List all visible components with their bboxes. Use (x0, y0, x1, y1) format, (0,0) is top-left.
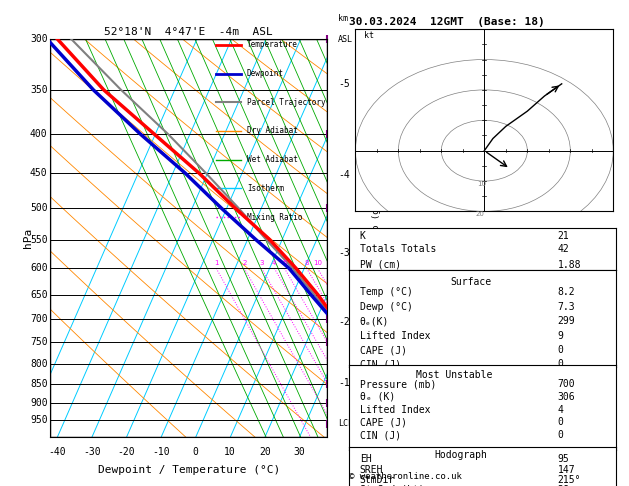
Text: 215°: 215° (558, 475, 581, 486)
Text: ASL: ASL (338, 35, 353, 44)
Text: 4: 4 (272, 260, 277, 266)
Text: Mixing Ratio: Mixing Ratio (247, 212, 303, 222)
Text: Isotherm: Isotherm (247, 184, 284, 193)
Text: 8.2: 8.2 (558, 287, 576, 297)
Text: 147: 147 (558, 465, 576, 475)
Text: 2: 2 (242, 260, 247, 266)
Text: 42: 42 (558, 244, 569, 254)
Text: CAPE (J): CAPE (J) (360, 417, 407, 427)
Text: Lifted Index: Lifted Index (360, 331, 430, 341)
Text: Lifted Index: Lifted Index (360, 404, 430, 415)
Text: 26: 26 (558, 485, 569, 486)
Text: 800: 800 (30, 359, 48, 368)
Text: -5: -5 (338, 79, 350, 89)
Text: CAPE (J): CAPE (J) (360, 346, 407, 355)
Text: -20: -20 (118, 447, 135, 457)
Text: 10: 10 (477, 181, 487, 187)
Text: 4: 4 (558, 404, 564, 415)
Text: Dewp (°C): Dewp (°C) (360, 302, 413, 312)
Text: 7.3: 7.3 (558, 302, 576, 312)
Text: Hodograph: Hodograph (435, 450, 487, 460)
Text: PW (cm): PW (cm) (360, 260, 401, 270)
Text: 600: 600 (30, 263, 48, 273)
Text: kt: kt (364, 31, 374, 40)
Text: Wet Adiabat: Wet Adiabat (247, 155, 298, 164)
Text: 20: 20 (476, 211, 484, 217)
Text: 299: 299 (558, 316, 576, 326)
Text: 30.03.2024  12GMT  (Base: 18): 30.03.2024 12GMT (Base: 18) (349, 17, 545, 27)
Text: Dewpoint / Temperature (°C): Dewpoint / Temperature (°C) (97, 465, 280, 475)
Text: θₑ(K): θₑ(K) (360, 316, 389, 326)
Text: hPa: hPa (23, 228, 33, 248)
Text: 700: 700 (30, 314, 48, 324)
Text: 850: 850 (30, 379, 48, 389)
Text: Surface: Surface (450, 277, 492, 287)
Text: 30: 30 (474, 242, 482, 248)
Text: 1: 1 (214, 260, 218, 266)
Text: 0: 0 (558, 417, 564, 427)
Text: 0: 0 (558, 359, 564, 369)
Text: -40: -40 (48, 447, 66, 457)
Text: -3: -3 (338, 248, 350, 258)
Text: 550: 550 (30, 235, 48, 244)
Text: 10: 10 (225, 447, 236, 457)
Text: 900: 900 (30, 398, 48, 408)
Text: Pressure (mb): Pressure (mb) (360, 379, 436, 389)
Text: Dry Adiabat: Dry Adiabat (247, 126, 298, 136)
Text: SREH: SREH (360, 465, 383, 475)
Text: Temp (°C): Temp (°C) (360, 287, 413, 297)
Text: 3: 3 (259, 260, 264, 266)
Text: 8: 8 (304, 260, 309, 266)
Text: 500: 500 (30, 203, 48, 213)
Text: 0: 0 (558, 430, 564, 440)
Text: 650: 650 (30, 290, 48, 300)
Text: 10: 10 (313, 260, 322, 266)
Text: 95: 95 (558, 454, 569, 464)
Text: -4: -4 (338, 170, 350, 180)
Text: StmSpd (kt): StmSpd (kt) (360, 485, 425, 486)
Text: θₑ (K): θₑ (K) (360, 392, 395, 402)
Text: 9: 9 (558, 331, 564, 341)
Text: -2: -2 (338, 317, 350, 327)
Text: 350: 350 (30, 85, 48, 95)
Text: 750: 750 (30, 337, 48, 347)
Text: 950: 950 (30, 416, 48, 425)
Text: Temperature: Temperature (247, 40, 298, 50)
Text: 20: 20 (259, 447, 270, 457)
Text: StmDir: StmDir (360, 475, 395, 486)
Text: EH: EH (360, 454, 372, 464)
Text: 1.88: 1.88 (558, 260, 581, 270)
Text: -30: -30 (83, 447, 101, 457)
Text: © weatheronline.co.uk: © weatheronline.co.uk (349, 472, 462, 481)
Text: 400: 400 (30, 129, 48, 139)
Text: 30: 30 (294, 447, 305, 457)
Text: km: km (338, 14, 348, 23)
Text: Parcel Trajectory: Parcel Trajectory (247, 98, 325, 107)
Title: 52°18'N  4°47'E  -4m  ASL: 52°18'N 4°47'E -4m ASL (104, 27, 273, 37)
Text: 700: 700 (558, 379, 576, 389)
Text: Mixing Ratio (g/kg): Mixing Ratio (g/kg) (372, 187, 381, 289)
Text: 300: 300 (30, 34, 48, 44)
Text: -10: -10 (152, 447, 170, 457)
Text: K: K (360, 231, 365, 241)
Text: 450: 450 (30, 168, 48, 178)
Text: 0: 0 (558, 346, 564, 355)
Text: -1: -1 (338, 378, 350, 388)
Text: Dewpoint: Dewpoint (247, 69, 284, 78)
Text: CIN (J): CIN (J) (360, 430, 401, 440)
Text: 0: 0 (192, 447, 199, 457)
Text: 306: 306 (558, 392, 576, 402)
Text: 5: 5 (282, 260, 287, 266)
Text: LCL: LCL (338, 419, 353, 428)
Text: 21: 21 (558, 231, 569, 241)
Text: Totals Totals: Totals Totals (360, 244, 436, 254)
Text: Most Unstable: Most Unstable (416, 370, 493, 381)
Text: CIN (J): CIN (J) (360, 359, 401, 369)
